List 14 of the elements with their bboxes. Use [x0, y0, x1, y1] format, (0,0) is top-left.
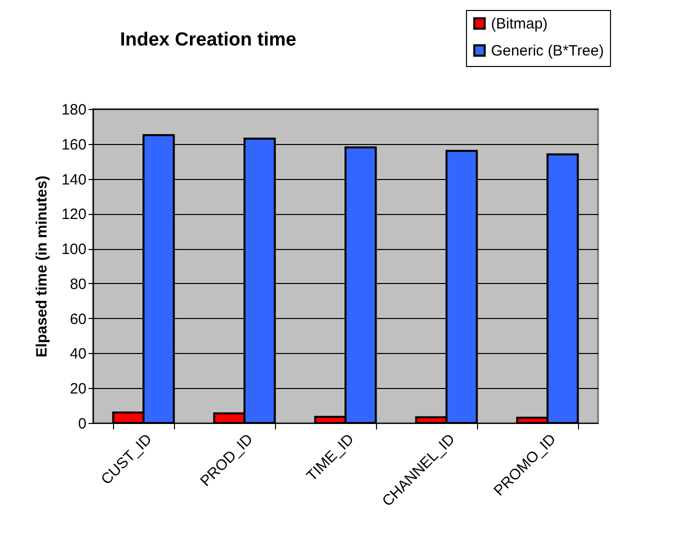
y-tick-label: 120	[61, 206, 86, 224]
y-tick-label: 140	[61, 171, 86, 188]
y-tick-label: 60	[70, 310, 86, 328]
y-tick-label: 20	[70, 380, 86, 398]
y-tick-label: 0	[78, 416, 86, 432]
y-axis-title: Elpased time (in minutes)	[33, 176, 50, 358]
legend-label: Generic (B*Tree)	[491, 42, 604, 60]
y-tick-label: 40	[70, 346, 86, 363]
legend-label: (Bitmap)	[491, 16, 548, 32]
y-tick-label: 80	[70, 276, 86, 293]
y-tick-label: 100	[61, 241, 86, 258]
chart-title: Index Creation time	[120, 30, 296, 50]
y-tick-label: 180	[61, 102, 86, 118]
y-tick-label: 160	[61, 136, 86, 154]
